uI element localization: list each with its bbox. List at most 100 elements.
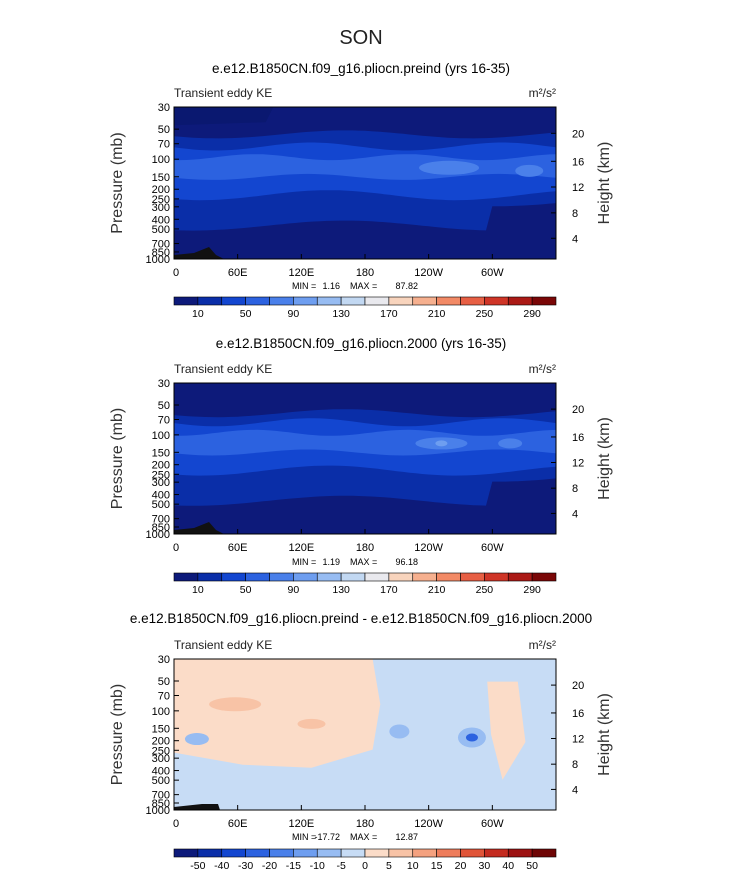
y-tick-label: 300 xyxy=(152,753,170,765)
colorbar-label: 20 xyxy=(455,860,467,872)
colorbar-label: -10 xyxy=(310,860,325,872)
y-tick-label: 500 xyxy=(152,499,170,511)
colorbar-swatch xyxy=(460,572,485,582)
colorbar-label: 10 xyxy=(192,584,204,596)
right-axis-title: Height (km) xyxy=(596,693,613,776)
y-tick-label: 100 xyxy=(152,430,170,442)
colorbar-label: 0 xyxy=(362,860,368,872)
x-tick-label: 60W xyxy=(481,818,504,830)
colorbar-swatch xyxy=(197,296,223,306)
min-label: MIN = xyxy=(292,281,316,291)
x-tick-label: 180 xyxy=(356,267,374,279)
y-tick-label: 250 xyxy=(152,745,170,757)
x-tick-label: 120E xyxy=(288,267,314,279)
colorbar-swatch xyxy=(269,848,294,858)
colorbar-label: 170 xyxy=(380,584,398,596)
y-tick-label: 50 xyxy=(158,124,170,136)
colorbar-label: 130 xyxy=(332,584,350,596)
colorbar-swatch xyxy=(364,296,390,306)
y-tick-label: 400 xyxy=(152,490,170,502)
y-tick-label: 70 xyxy=(158,414,170,426)
y-axis-title: Pressure (mb) xyxy=(109,132,126,233)
colorbar-swatch xyxy=(484,296,509,306)
height-tick-label: 4 xyxy=(572,784,578,796)
x-tick-label: 120W xyxy=(414,818,443,830)
y-tick-label: 1000 xyxy=(146,254,170,266)
colorbar-swatch xyxy=(269,572,294,582)
units-label: m²/s² xyxy=(529,638,556,652)
colorbar-swatch xyxy=(316,572,342,582)
colorbar-label: 170 xyxy=(380,308,398,320)
y-tick-label: 150 xyxy=(152,447,170,459)
colorbar-label: -30 xyxy=(238,860,253,872)
max-value: 12.87 xyxy=(395,832,418,842)
y-tick-label: 150 xyxy=(152,723,170,735)
colorbar-swatch xyxy=(221,296,246,306)
right-axis-title: Height (km) xyxy=(596,417,613,500)
min-value: -17.72 xyxy=(314,832,340,842)
height-tick-label: 20 xyxy=(572,404,584,416)
colorbar-label: 40 xyxy=(502,860,514,872)
panel-title: e.e12.B1850CN.f09_g16.pliocn.2000 (yrs 1… xyxy=(216,336,506,351)
x-tick-label: 120E xyxy=(288,542,314,554)
colorbar-swatch xyxy=(245,296,270,306)
y-tick-label: 1000 xyxy=(146,805,170,817)
colorbar-swatch xyxy=(412,572,437,582)
y-tick-label: 50 xyxy=(158,400,170,412)
max-label: MAX = xyxy=(350,832,377,842)
y-tick-label: 200 xyxy=(152,736,170,748)
colorbar-label: -50 xyxy=(190,860,205,872)
colorbar-swatch xyxy=(436,848,461,858)
colorbar-swatch xyxy=(460,848,485,858)
topography xyxy=(174,247,224,259)
max-value: 96.18 xyxy=(395,557,418,567)
colorbar-swatch xyxy=(460,296,485,306)
max-label: MAX = xyxy=(350,557,377,567)
colorbar-label: 90 xyxy=(288,308,300,320)
colorbar-swatch xyxy=(507,848,533,858)
height-tick-label: 16 xyxy=(572,156,584,168)
y-tick-label: 400 xyxy=(152,214,170,226)
field-negative-1 xyxy=(184,733,209,746)
colorbar-label: 290 xyxy=(523,584,541,596)
colorbar-swatch xyxy=(269,296,294,306)
y-tick-label: 300 xyxy=(152,477,170,489)
colorbar-label: 10 xyxy=(407,860,419,872)
x-tick-label: 0 xyxy=(173,267,179,279)
y-tick-label: 700 xyxy=(152,790,170,802)
colorbar-swatch xyxy=(173,848,199,858)
colorbar-swatch xyxy=(484,848,509,858)
x-tick-label: 60E xyxy=(228,267,248,279)
x-tick-label: 120W xyxy=(414,542,443,554)
y-tick-label: 250 xyxy=(152,469,170,481)
height-tick-label: 4 xyxy=(572,233,578,245)
field-upper xyxy=(174,107,274,126)
y-axis-title: Pressure (mb) xyxy=(109,684,126,785)
left-label: Transient eddy KE xyxy=(174,638,272,652)
colorbar-swatch xyxy=(436,572,461,582)
colorbar-swatch xyxy=(316,848,342,858)
field-positive-2 xyxy=(487,681,526,780)
x-tick-label: 60W xyxy=(481,542,504,554)
colorbar-swatch xyxy=(293,572,318,582)
y-tick-label: 850 xyxy=(152,247,170,259)
field-maximum-1 xyxy=(498,438,523,449)
field-positive-3 xyxy=(209,697,262,712)
height-tick-label: 16 xyxy=(572,432,584,444)
colorbar-swatch xyxy=(293,848,318,858)
colorbar-swatch xyxy=(364,848,390,858)
topography xyxy=(174,522,224,534)
colorbar-swatch xyxy=(293,296,318,306)
height-tick-label: 8 xyxy=(572,759,578,771)
colorbar-label: -40 xyxy=(214,860,229,872)
y-axis-title: Pressure (mb) xyxy=(109,408,126,509)
colorbar-swatch xyxy=(316,296,342,306)
colorbar-label: 15 xyxy=(431,860,443,872)
y-tick-label: 100 xyxy=(152,706,170,718)
colorbar-label: 10 xyxy=(192,308,204,320)
colorbar-label: 210 xyxy=(428,584,446,596)
y-tick-label: 100 xyxy=(152,154,170,166)
colorbar-label: 50 xyxy=(240,584,252,596)
colorbar-swatch xyxy=(507,572,533,582)
height-tick-label: 20 xyxy=(572,680,584,692)
